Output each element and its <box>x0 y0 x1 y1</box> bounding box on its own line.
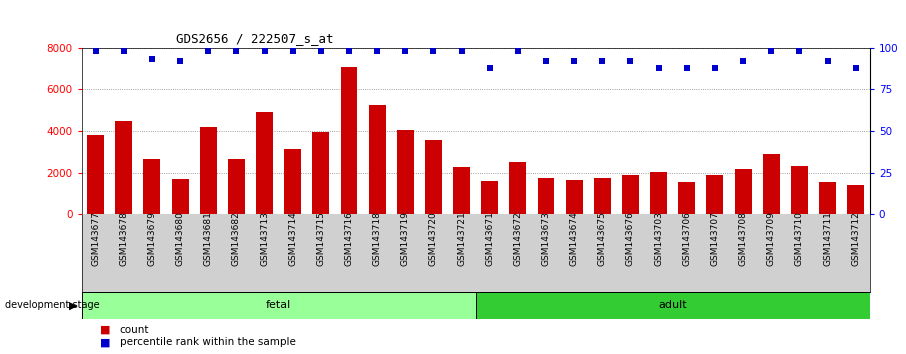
Bar <box>476 292 870 319</box>
Point <box>820 58 834 64</box>
Text: count: count <box>120 325 149 335</box>
Point <box>567 58 582 64</box>
Text: ▶: ▶ <box>69 300 77 310</box>
Bar <box>115 121 132 214</box>
Point <box>848 65 863 70</box>
Point <box>792 48 806 54</box>
Point <box>117 48 131 54</box>
Bar <box>425 140 442 214</box>
Bar <box>791 166 808 214</box>
Point <box>257 48 272 54</box>
Bar <box>199 127 217 214</box>
Bar <box>622 175 639 214</box>
Point <box>426 48 440 54</box>
Bar <box>565 180 583 214</box>
Point <box>708 65 722 70</box>
Bar <box>171 179 188 214</box>
Point <box>342 48 356 54</box>
Text: fetal: fetal <box>266 300 291 310</box>
Bar <box>481 181 498 214</box>
Point <box>511 48 525 54</box>
Bar <box>679 182 695 214</box>
Text: GDS2656 / 222507_s_at: GDS2656 / 222507_s_at <box>176 32 333 45</box>
Bar <box>735 170 752 214</box>
Point <box>313 48 328 54</box>
Point <box>595 58 610 64</box>
Point <box>651 65 666 70</box>
Point <box>483 65 497 70</box>
Bar <box>341 67 357 214</box>
Text: adult: adult <box>659 300 687 310</box>
Point <box>454 48 468 54</box>
Point <box>539 58 554 64</box>
Bar <box>819 182 836 214</box>
Bar <box>313 132 329 214</box>
Point <box>764 48 778 54</box>
Point <box>680 65 694 70</box>
Bar <box>509 162 526 214</box>
Point <box>623 58 638 64</box>
Point <box>145 57 159 62</box>
Bar <box>228 159 245 214</box>
Point <box>89 48 103 54</box>
Bar <box>594 178 611 214</box>
Point <box>398 48 412 54</box>
Text: ■: ■ <box>100 325 111 335</box>
Point <box>173 58 188 64</box>
Bar <box>651 172 667 214</box>
Bar <box>453 167 470 214</box>
Text: percentile rank within the sample: percentile rank within the sample <box>120 337 295 348</box>
Bar <box>537 178 554 214</box>
Point <box>229 48 244 54</box>
Bar <box>707 175 723 214</box>
Text: ■: ■ <box>100 337 111 348</box>
Bar <box>284 149 301 214</box>
Point <box>370 48 384 54</box>
Point <box>201 48 216 54</box>
Bar <box>397 130 414 214</box>
Bar <box>143 159 160 214</box>
Bar <box>256 112 273 214</box>
Bar <box>369 105 386 214</box>
Point <box>285 48 300 54</box>
Bar <box>87 135 104 214</box>
Bar <box>847 185 864 214</box>
Bar <box>82 292 476 319</box>
Point <box>736 58 750 64</box>
Bar <box>763 154 780 214</box>
Text: development stage: development stage <box>5 300 99 310</box>
